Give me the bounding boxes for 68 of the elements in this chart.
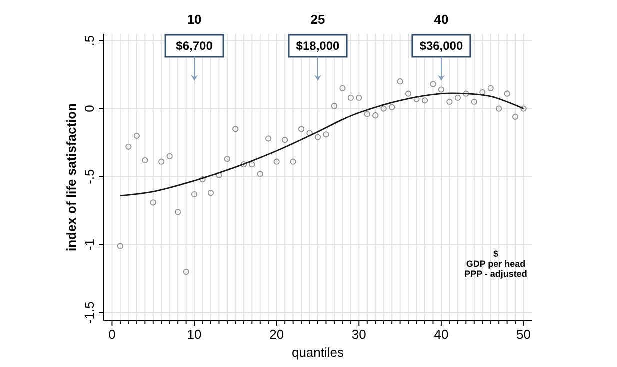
point (488, 85, 494, 92)
point (150, 200, 156, 206)
point (249, 162, 256, 168)
point (340, 85, 346, 92)
point (274, 158, 280, 165)
point (480, 89, 486, 96)
point (183, 268, 190, 276)
point (380, 106, 387, 112)
point (504, 90, 510, 97)
annotation: $18,000 (296, 39, 340, 53)
point (126, 144, 132, 150)
point (282, 137, 288, 144)
point (471, 98, 478, 106)
y-tick-label: 0 (82, 105, 97, 112)
point (364, 111, 370, 118)
annotation: $6,700 (176, 39, 214, 53)
x-tick-label: 40 (434, 327, 449, 342)
point (232, 126, 239, 132)
point (331, 103, 338, 110)
x-tick-label: 30 (352, 327, 366, 342)
point (389, 104, 396, 110)
point (142, 157, 148, 164)
point (496, 106, 502, 112)
point (266, 136, 272, 142)
y-axis-title: index of life satisfaction (64, 103, 79, 252)
point (372, 112, 379, 119)
x-tick-label: 10 (187, 327, 202, 342)
point (240, 162, 247, 168)
point (314, 134, 322, 140)
x-axis-title: quantiles (292, 345, 345, 360)
point (191, 191, 198, 198)
point (208, 190, 214, 196)
point (117, 243, 124, 250)
x-tick-label: 50 (516, 327, 532, 342)
point (520, 106, 527, 112)
point (512, 114, 519, 120)
point (134, 132, 140, 140)
point (414, 96, 420, 102)
x2-tick-label: 10 (187, 12, 202, 27)
point (348, 94, 354, 101)
y-tick-label: -.5 (82, 169, 97, 184)
point (298, 126, 305, 132)
point (422, 98, 428, 104)
x2-tick-label: 25 (310, 12, 326, 27)
point (356, 94, 362, 101)
point (323, 132, 330, 138)
point (463, 90, 470, 97)
x-tick-label: 0 (108, 327, 116, 342)
annotation: $36,000 (420, 39, 464, 53)
annotation: $ GDP per head PPP - adjusted (464, 249, 528, 279)
point (200, 176, 206, 183)
point (224, 156, 231, 162)
y-tick-label: .5 (82, 35, 97, 46)
point (290, 158, 296, 165)
point (166, 153, 173, 160)
point (175, 209, 182, 216)
point (397, 78, 404, 85)
x2-tick-label: 40 (434, 12, 449, 27)
point (405, 90, 412, 97)
x-tick-label: 20 (270, 327, 284, 342)
point (257, 171, 264, 178)
point (430, 81, 436, 88)
y-tick-label: -1.5 (82, 302, 97, 324)
point (158, 158, 165, 165)
point (446, 98, 453, 106)
y-tick-label: -1 (82, 239, 97, 251)
point (438, 86, 445, 93)
point (454, 94, 461, 101)
